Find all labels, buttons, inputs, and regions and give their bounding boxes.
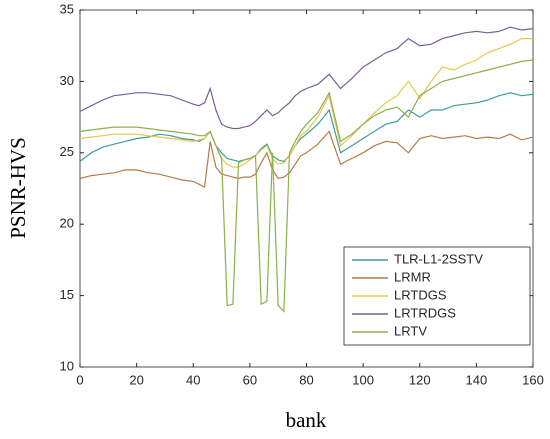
y-tick-label: 25: [60, 144, 74, 159]
y-tick-label: 35: [60, 1, 74, 16]
series-line: [79, 92, 534, 163]
x-tick-label: 100: [352, 372, 374, 387]
x-tick-label: 60: [243, 372, 257, 387]
series-line: [79, 59, 534, 313]
y-axis-title: PSNR-HVS: [6, 137, 30, 239]
x-tick-label: 80: [299, 372, 313, 387]
legend-label: LRTV: [394, 323, 427, 338]
series-line: [79, 37, 533, 168]
x-tick-label: 140: [466, 372, 488, 387]
y-tick-label: 10: [60, 358, 74, 373]
x-tick-label: 160: [522, 372, 544, 387]
y-tick-label: 15: [60, 287, 74, 302]
legend-label: LRTDGS: [394, 287, 447, 302]
y-tick-label: 30: [60, 73, 74, 88]
x-tick-label: 40: [186, 372, 200, 387]
legend-label: LRTRDGS: [394, 305, 456, 320]
x-tick-label: 120: [409, 372, 431, 387]
x-tick-label: 20: [129, 372, 143, 387]
x-tick-label: 0: [76, 372, 83, 387]
legend: TLR-L1-2SSTV LRMR LRTDGS LRTRDGS LRTV: [343, 246, 531, 346]
series-line: [79, 130, 534, 189]
series-line: [79, 26, 534, 130]
legend-label: TLR-L1-2SSTV: [394, 251, 483, 266]
legend-label: LRMR: [394, 269, 431, 284]
y-tick-label: 20: [60, 216, 74, 231]
x-axis-title: bank: [286, 408, 327, 432]
